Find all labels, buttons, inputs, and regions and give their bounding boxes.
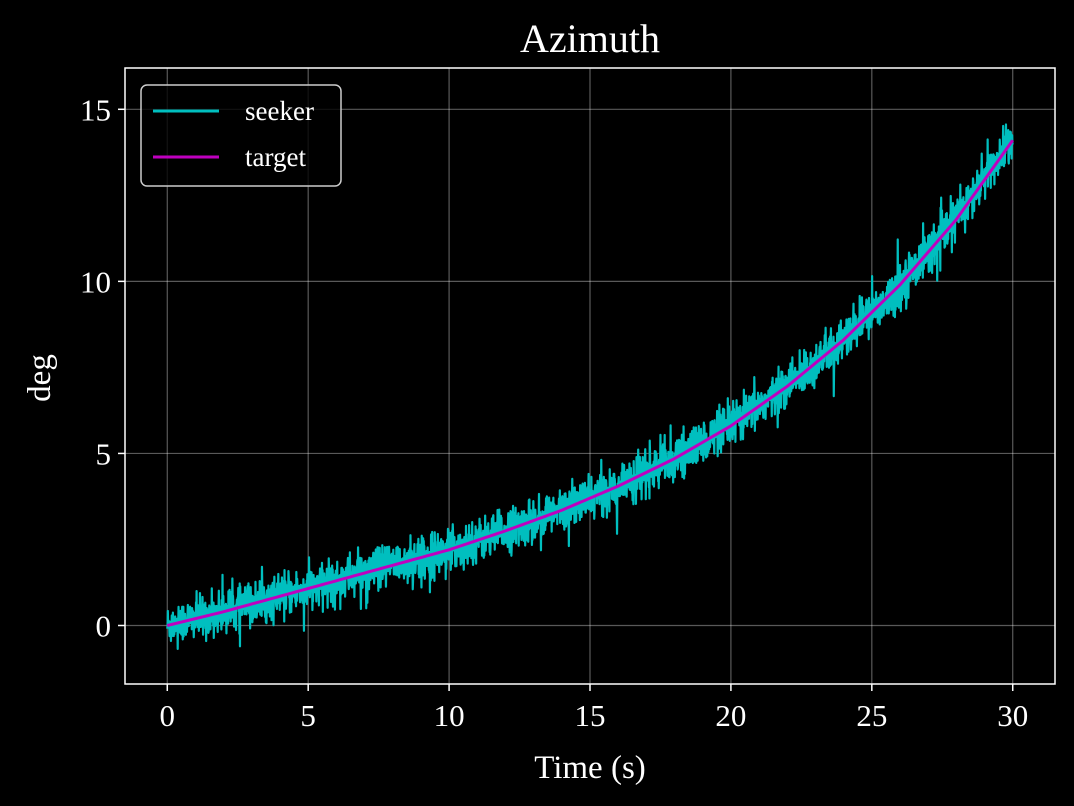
x-tick-label: 10 bbox=[434, 698, 465, 733]
y-tick-label: 10 bbox=[80, 264, 111, 299]
x-tick-label: 15 bbox=[575, 698, 606, 733]
y-tick-label: 0 bbox=[96, 608, 112, 643]
x-tick-label: 30 bbox=[997, 698, 1028, 733]
x-axis-ticks: 0 5 10 15 20 25 30 bbox=[160, 684, 1028, 733]
legend: seeker target bbox=[140, 84, 342, 187]
x-tick-label: 5 bbox=[300, 698, 316, 733]
x-tick-label: 0 bbox=[160, 698, 176, 733]
y-tick-label: 15 bbox=[80, 92, 111, 127]
plot-series bbox=[166, 123, 1014, 650]
x-tick-label: 25 bbox=[856, 698, 887, 733]
series-line-target bbox=[166, 139, 1014, 627]
x-tick-label: 20 bbox=[715, 698, 746, 733]
legend-label-seeker: seeker bbox=[245, 96, 314, 126]
y-tick-label: 5 bbox=[96, 436, 112, 471]
x-axis-label: Time (s) bbox=[534, 750, 646, 786]
chart-title: Azimuth bbox=[520, 16, 660, 61]
legend-label-target: target bbox=[245, 142, 306, 172]
y-axis-label: deg bbox=[22, 354, 58, 402]
y-axis-ticks: 0 5 10 15 bbox=[80, 92, 125, 643]
